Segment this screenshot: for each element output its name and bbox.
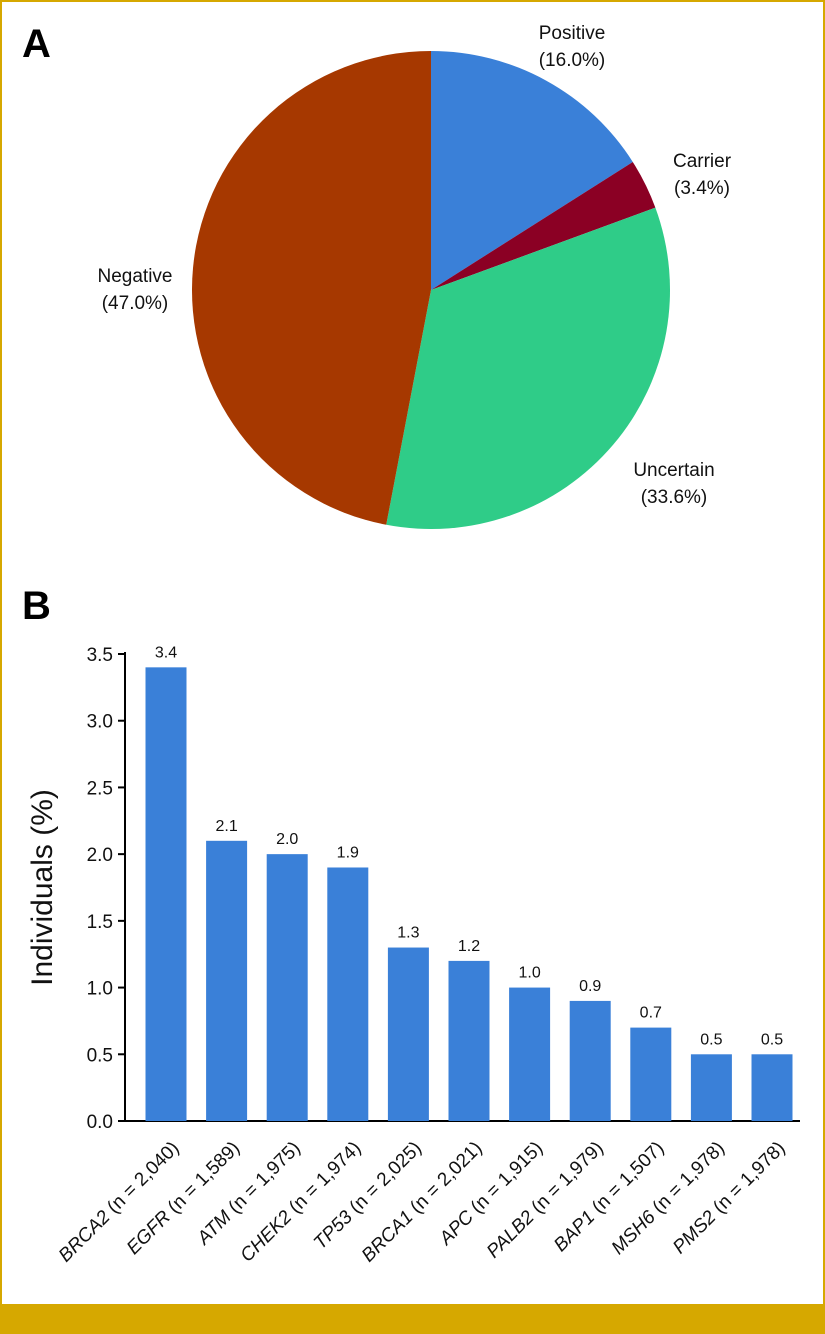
pie-percent-uncertain: (33.6%) [641, 487, 708, 508]
pie-label-positive: Positive [539, 23, 606, 44]
y-tick-label: 3.5 [87, 645, 113, 666]
bar-value-label: 3.4 [155, 644, 177, 661]
bar-palb2 [569, 1000, 611, 1121]
bar-value-label: 0.7 [640, 1005, 662, 1022]
bar-bap1 [630, 1027, 672, 1121]
bar-atm [266, 854, 308, 1121]
x-category-label: APC (n = 1,915) [435, 1138, 547, 1250]
pie-slice-uncertain [386, 207, 671, 530]
y-tick-label: 0.5 [87, 1045, 113, 1066]
bar-value-label: 0.5 [761, 1031, 783, 1048]
y-tick-label: 3.0 [87, 712, 113, 733]
bar-value-label: 1.0 [518, 965, 540, 982]
pie-percent-positive: (16.0%) [539, 50, 606, 71]
bar-value-label: 2.1 [215, 818, 237, 835]
bar-value-label: 2.0 [276, 831, 298, 848]
bar-value-label: 0.5 [700, 1031, 722, 1048]
pie-percent-negative: (47.0%) [102, 293, 169, 314]
bar-value-label: 0.9 [579, 978, 601, 995]
bar-value-label: 1.2 [458, 938, 480, 955]
x-category-label: MSH6 (n = 1,978) [608, 1138, 729, 1259]
pie-slice-carrier [431, 161, 656, 290]
x-category-label: PMS2 (n = 1,978) [669, 1138, 790, 1259]
y-axis-title: Individuals (%) [26, 789, 59, 986]
x-category-label: TP53 (n = 2,025) [310, 1138, 426, 1254]
y-tick-label: 0.0 [87, 1112, 113, 1133]
bar-value-label: 1.3 [397, 925, 419, 942]
x-category-label: ATM (n = 1,975) [193, 1138, 305, 1250]
pie-chart: Positive (16.0%) Carrier (3.4%) Uncertain (33… [98, 23, 732, 530]
pie-slice-negative [191, 51, 431, 525]
bar-msh6 [690, 1054, 732, 1121]
y-tick-label: 1.0 [87, 979, 113, 1000]
x-category-label: EGFR (n = 1,589) [123, 1138, 244, 1259]
y-tick-label: 1.5 [87, 912, 113, 933]
bar-value-label: 1.9 [337, 844, 359, 861]
pie-label-carrier: Carrier [673, 151, 732, 172]
panel-b-label: B [22, 584, 51, 628]
footer-bar [0, 1304, 825, 1334]
bar-pms2 [751, 1054, 793, 1121]
x-category-label: BAP1 (n = 1,507) [550, 1138, 668, 1256]
bar-apc [509, 987, 551, 1121]
bar-chek2 [327, 867, 369, 1121]
bar-brca2 [145, 667, 187, 1121]
pie-label-negative: Negative [98, 266, 173, 287]
x-category-label: PALB2 (n = 1,979) [483, 1138, 608, 1263]
y-tick-label: 2.5 [87, 778, 113, 799]
bar-egfr [206, 840, 248, 1121]
pie-slice-positive [431, 51, 633, 290]
bar-tp53 [387, 947, 429, 1121]
pie-label-uncertain: Uncertain [633, 460, 714, 481]
y-tick-label: 2.0 [87, 845, 113, 866]
bar-brca1 [448, 960, 490, 1121]
pie-percent-carrier: (3.4%) [674, 178, 730, 199]
panel-a-label: A [22, 22, 51, 66]
